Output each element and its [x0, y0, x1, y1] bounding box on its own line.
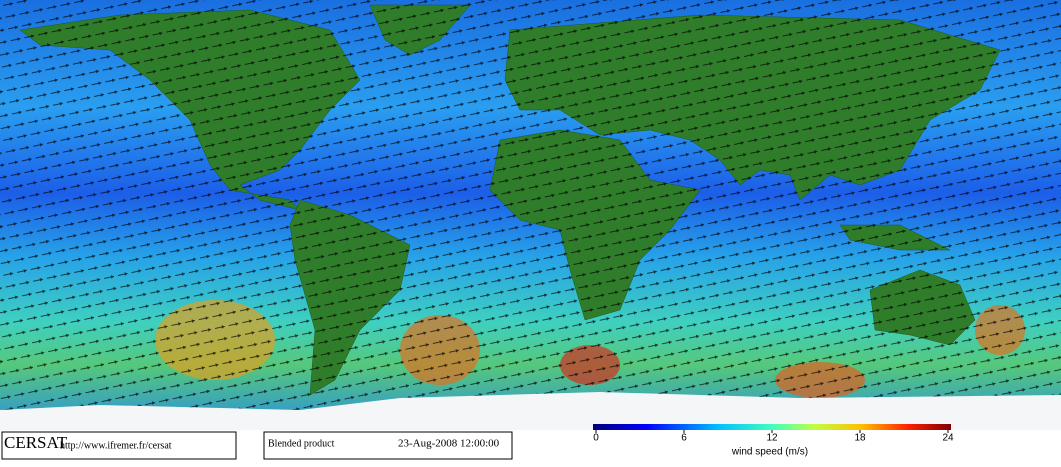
- antarctica: [0, 392, 1061, 430]
- colorbar-tick-label: 24: [942, 433, 954, 444]
- colorbar-label: wind speed (m/s): [731, 447, 808, 458]
- colorbar-tick-label: 0: [593, 433, 599, 444]
- colorbar-tick-label: 18: [854, 433, 866, 444]
- product-box: [263, 431, 513, 460]
- date: 23-Aug-2008 12:00:00: [398, 438, 500, 450]
- logo: CERSAT: [4, 433, 68, 452]
- colorbar-tick-label: 12: [766, 433, 778, 444]
- colorbar-tick-label: 6: [681, 433, 687, 444]
- colorbar: [593, 424, 951, 430]
- logo-box: [1, 431, 237, 460]
- wind-arrows: [0, 0, 1061, 430]
- url: http://www.ifremer.fr/cersat: [60, 440, 172, 451]
- product: Blended product: [268, 438, 335, 449]
